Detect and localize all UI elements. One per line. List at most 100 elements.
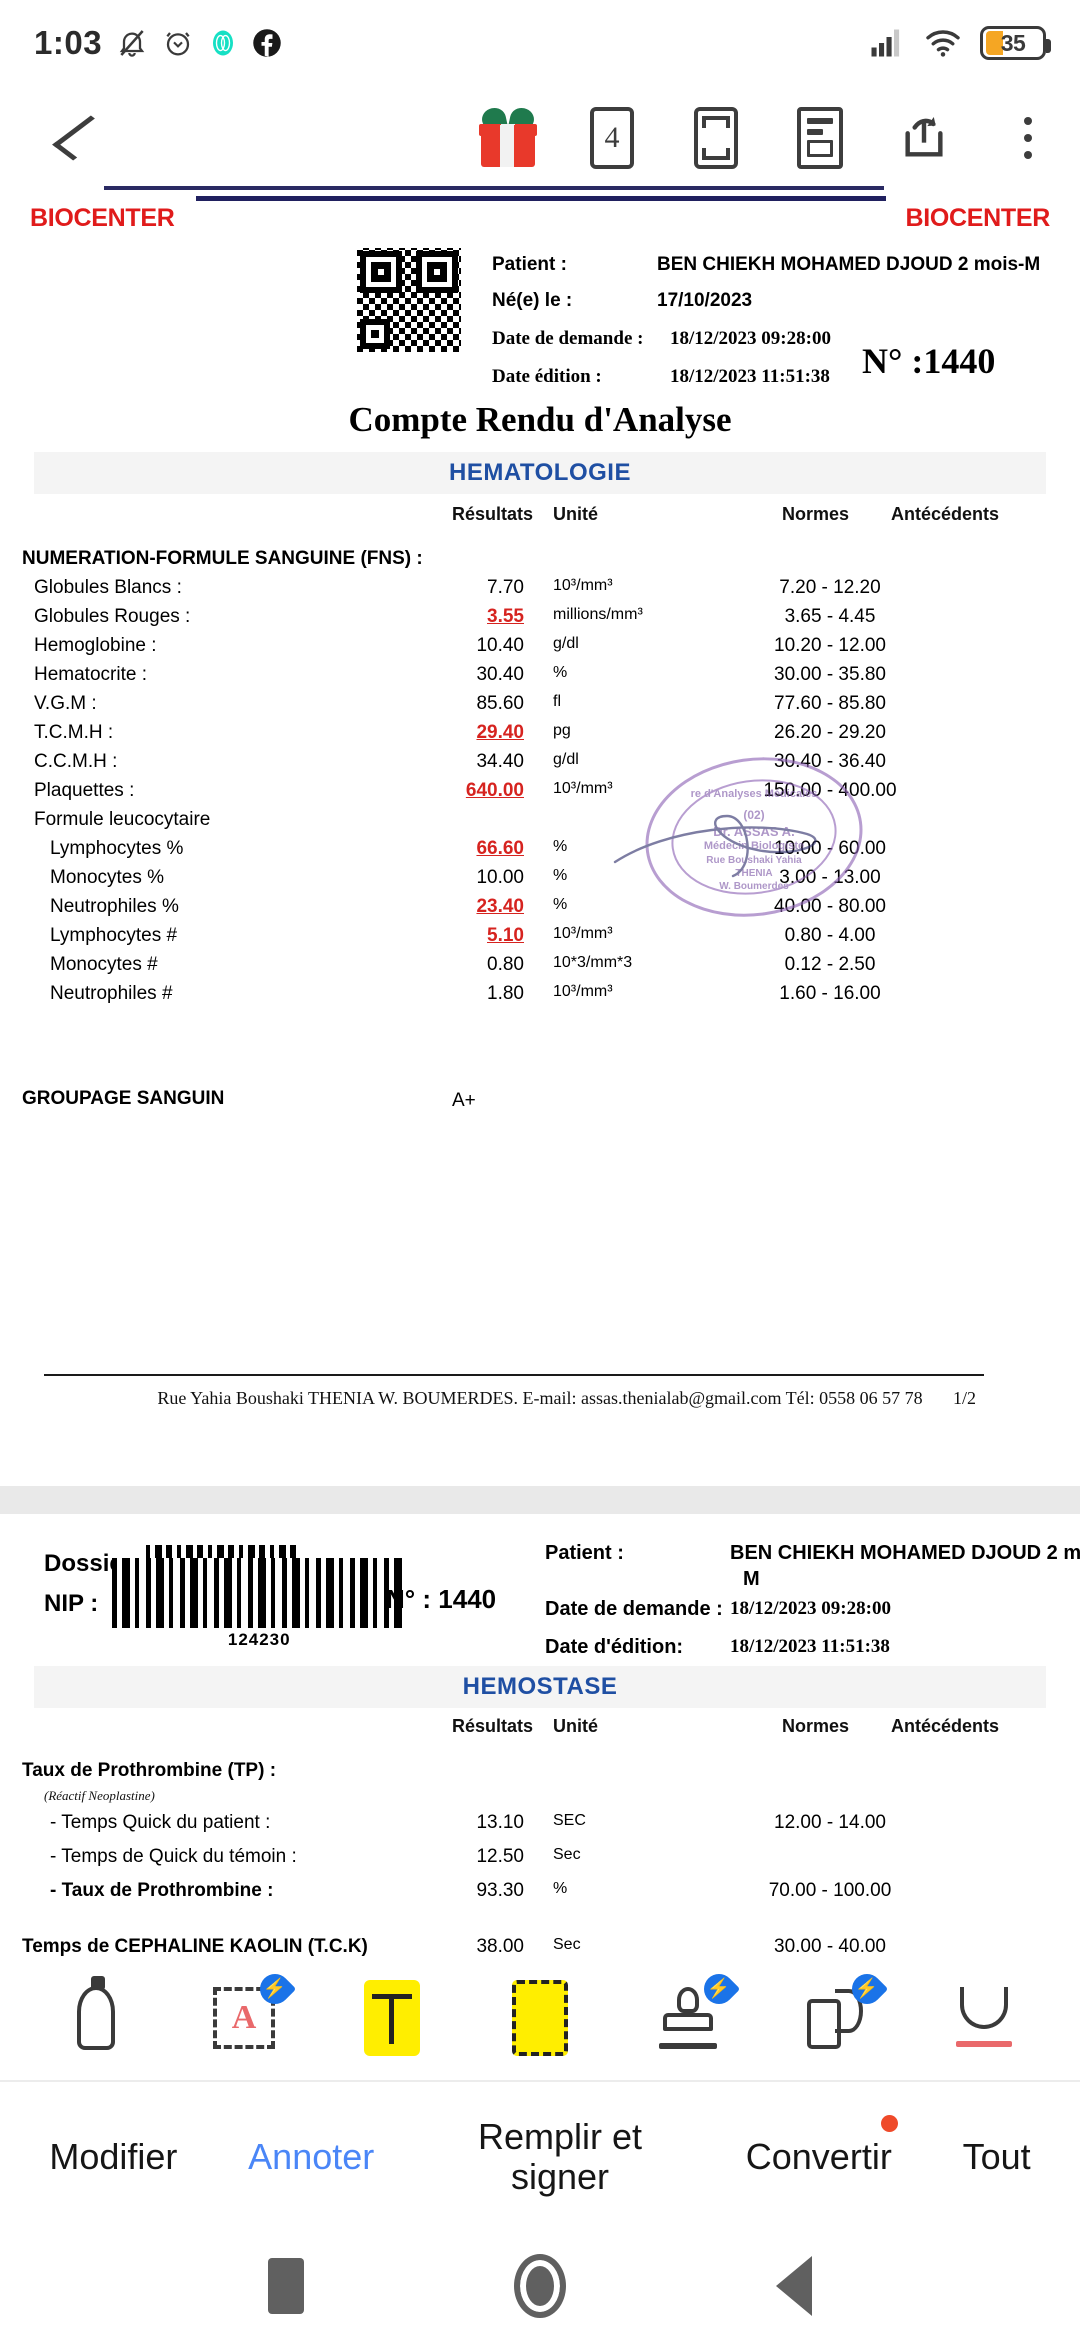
row-norm: 77.60 - 85.80 [774, 693, 886, 714]
row-norm: 3.65 - 4.45 [784, 606, 876, 627]
row-norm: 3.00 - 13.00 [779, 867, 881, 888]
table-row: T.C.M.H : 29.40 pg 26.20 - 29.20 [0, 722, 1080, 751]
pdf-page-1[interactable]: BIOCENTER BIOCENTER Patient : BEN CHIEKH… [0, 190, 1080, 1486]
row-label: Globules Blancs : [34, 577, 182, 598]
add-text-icon [364, 1980, 420, 2056]
row-result: 7.70 [487, 577, 524, 598]
field-key: Date de demande : [545, 1598, 723, 1620]
field-key: Date d'édition: [545, 1636, 684, 1658]
page2-field-edition-date: Date d'édition: 18/12/2023 11:51:38 [545, 1636, 1065, 1674]
row-result: 93.30 [476, 1880, 524, 1901]
stamp-tool-button[interactable]: ⚡ [640, 1967, 741, 2066]
row-unit: % [553, 1880, 568, 1897]
tab-annoter[interactable]: Annoter [248, 2135, 375, 2177]
gift-button[interactable] [456, 86, 560, 190]
row-label: Hemoglobine : [34, 635, 157, 656]
row-result: 5.10 [487, 925, 524, 946]
select-text-tool-button[interactable]: A ⚡ [196, 1967, 297, 2066]
back-icon[interactable] [776, 2256, 812, 2316]
fit-page-button[interactable] [664, 86, 768, 190]
table-row: - Temps de Quick du témoin : 12.50 Sec [0, 1846, 1080, 1880]
row-unit: Sec [553, 1846, 581, 1863]
row-result: 0.80 [487, 954, 524, 975]
group-title-text: Taux de Prothrombine (TP) : [22, 1760, 277, 1781]
status-clock: 1:03 [34, 24, 103, 61]
field-value: 18/12/2023 09:28:00 [730, 1598, 891, 1619]
field-value: 18/12/2023 09:28:00 [670, 328, 831, 349]
footer-address: Rue Yahia Boushaki THENIA W. BOUMERDES. … [157, 1388, 923, 1408]
rotate-tool-button[interactable]: ⚡ [788, 1967, 889, 2066]
reading-mode-button[interactable] [768, 86, 872, 190]
pdf-viewer[interactable]: BIOCENTER BIOCENTER Patient : BEN CHIEKH… [0, 190, 1080, 1956]
page-separator [0, 1486, 1080, 1514]
row-label: Monocytes % [50, 867, 165, 888]
row-unit: 10³/mm³ [553, 577, 613, 594]
gift-icon [479, 105, 537, 167]
share-button[interactable] [872, 86, 976, 190]
group-title-text: NUMERATION-FORMULE SANGUINE (FNS) : [22, 548, 423, 569]
row-result: 85.60 [476, 693, 524, 714]
tab-tout[interactable]: Tout [962, 2135, 1031, 2177]
field-value: 18/12/2023 11:51:38 [670, 366, 830, 387]
fit-page-icon [694, 107, 738, 169]
row-label: Lymphocytes % [50, 838, 184, 859]
row-norm: 7.20 - 12.20 [779, 577, 881, 598]
table-row: Plaquettes : 640.00 10³/mm³ 150.00 - 400… [0, 780, 1080, 809]
row-label: - Taux de Prothrombine : [50, 1880, 274, 1901]
home-icon[interactable] [514, 2254, 566, 2318]
android-nav-bar [0, 2232, 1080, 2340]
add-text-tool-button[interactable] [344, 1970, 440, 2066]
tab-convertir[interactable]: Convertir [746, 2114, 898, 2177]
row-norm: 150.00 - 400.00 [763, 780, 897, 801]
col-results: Résultats [452, 1716, 534, 1736]
alarm-clock-icon [166, 32, 190, 56]
tab-remplir-signer[interactable]: Remplir et signer [477, 2115, 643, 2197]
pdf-page-2[interactable]: Dossier NIP : 124230 N° : 1440 Patient :… [0, 1514, 1080, 1956]
row-result: 1.80 [487, 983, 524, 1004]
tab-modifier[interactable]: Modifier [49, 2135, 178, 2177]
row-result: 23.40 [476, 896, 524, 917]
row-label: Lymphocytes # [50, 925, 178, 946]
page-count-button[interactable]: 4 [560, 86, 664, 190]
facebook-icon [253, 29, 281, 57]
group-title-fns: NUMERATION-FORMULE SANGUINE (FNS) : [0, 548, 1080, 577]
highlight-area-tool-button[interactable] [492, 1970, 588, 2066]
field-value: 17/10/2023 [657, 290, 753, 311]
page2-barcode-block: Dossier NIP : 124230 [44, 1544, 407, 1649]
underline-tool-button[interactable] [936, 1970, 1032, 2066]
row-norm: 1.60 - 16.00 [779, 983, 881, 1004]
recents-icon[interactable] [268, 2258, 304, 2314]
back-button[interactable] [30, 86, 134, 190]
nip-barcode-number: 124230 [227, 1630, 291, 1649]
field-value: BEN CHIEKH MOHAMED DJOUD 2 mois- [730, 1542, 1080, 1564]
pen-tool-button[interactable] [48, 1970, 144, 2066]
row-norm: 40.00 - 80.00 [774, 896, 886, 917]
stamp-line-5: Rue Boushaki Yahia [706, 855, 802, 866]
stamp-icon [659, 1987, 717, 2049]
row-unit: millions/mm³ [553, 606, 643, 623]
page2-patient-header: Patient : BEN CHIEKH MOHAMED DJOUD 2 moi… [545, 1542, 1080, 1674]
row-label: V.G.M : [34, 693, 97, 714]
row-label: - Temps de Quick du témoin : [50, 1846, 297, 1867]
row-result: 38.00 [476, 1936, 524, 1956]
share-icon [905, 117, 943, 157]
status-bar: 1:03 [0, 0, 1080, 86]
reading-mode-icon [797, 107, 843, 169]
table-row: Lymphocytes # 5.10 10³/mm³ 0.80 - 4.00 [0, 925, 1080, 954]
row-label: C.C.M.H : [34, 751, 118, 772]
field-value: BEN CHIEKH MOHAMED DJOUD 2 mois-M [657, 254, 1041, 275]
table-row: Formule leucocytaire [0, 809, 1080, 838]
table-row: Neutrophiles # 1.80 10³/mm³ 1.60 - 16.00 [0, 983, 1080, 1012]
row-unit: 10³/mm³ [553, 925, 613, 942]
notification-dot-icon [880, 2114, 898, 2132]
row-unit: % [553, 867, 568, 884]
stamp-line-4: Médecin Biologiste [703, 840, 805, 852]
stamp-line-2: (02) [743, 808, 765, 822]
table-row: V.G.M : 85.60 fl 77.60 - 85.80 [0, 693, 1080, 722]
more-options-button[interactable] [976, 86, 1080, 190]
row-label: Hematocrite : [34, 664, 147, 685]
section-band-hemostase: HEMOSTASE [34, 1666, 1046, 1708]
row-norm: 30.40 - 36.40 [774, 751, 886, 772]
app-teal-icon [213, 30, 234, 56]
nip-label: NIP : [44, 1590, 99, 1617]
